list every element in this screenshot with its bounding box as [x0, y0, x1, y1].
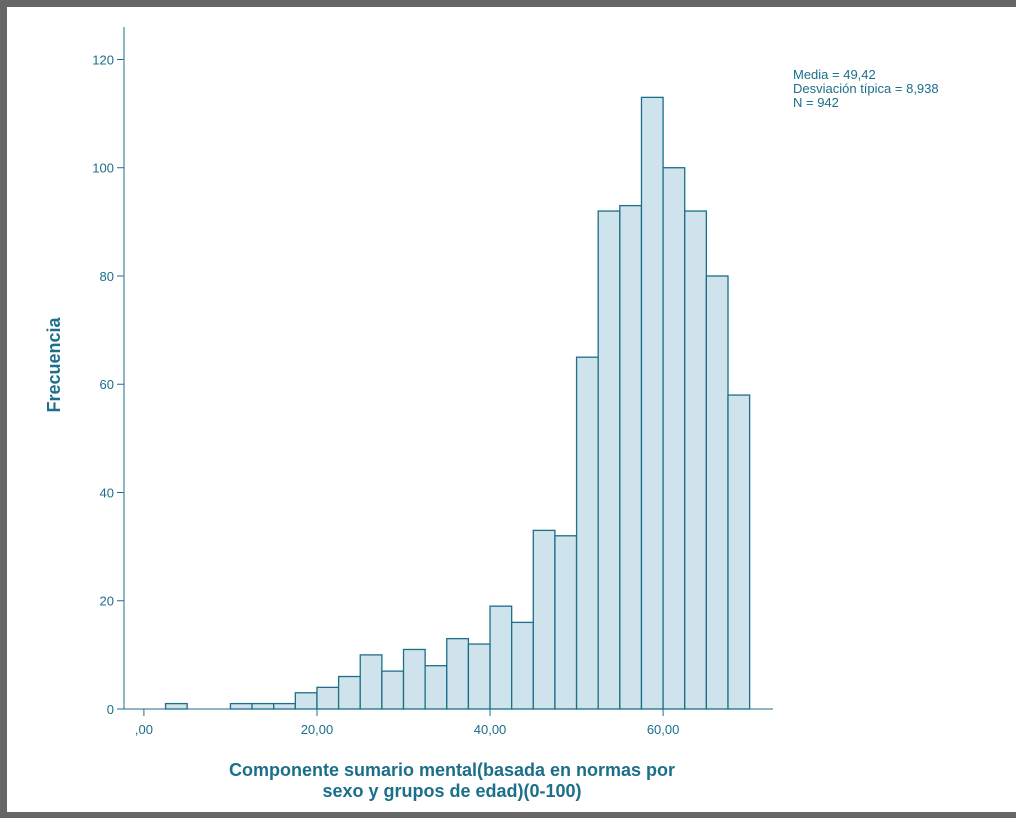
histogram-bar — [446, 637, 470, 710]
y-tick-label: 0 — [107, 702, 114, 717]
y-tick-label: 80 — [100, 269, 114, 284]
histogram-bar — [164, 702, 188, 710]
histogram-bar — [597, 210, 621, 710]
histogram-bar — [251, 702, 275, 710]
x-axis-label-line-2: sexo y grupos de edad)(0-100) — [322, 781, 581, 801]
histogram-bar — [424, 665, 448, 710]
histogram-bar — [640, 96, 664, 710]
x-tick-label: 20,00 — [301, 722, 334, 737]
axes-layer — [123, 27, 773, 710]
histogram-bar — [316, 686, 340, 710]
stats-mean: Media = 49,42 — [793, 67, 876, 82]
histogram-bar — [662, 167, 686, 710]
histogram-bar — [727, 394, 751, 710]
histogram-bar — [229, 702, 253, 710]
x-tick-label: 60,00 — [647, 722, 680, 737]
histogram-bar — [619, 204, 643, 710]
ticks-layer: 0 20 40 60 80 100 120 ,00 20,00 40,00 60,00 — [92, 52, 679, 737]
histogram-bar — [554, 535, 578, 710]
y-axis-label: Frecuencia — [44, 316, 64, 412]
y-tick-label: 20 — [100, 594, 114, 609]
x-tick-label: 40,00 — [474, 722, 507, 737]
histogram-bar — [381, 670, 405, 710]
stats-n: N = 942 — [793, 95, 839, 110]
y-tick-label: 120 — [92, 52, 114, 67]
x-axis-label-line-1: Componente sumario mental(basada en norm… — [229, 760, 675, 780]
histogram-bar — [705, 275, 729, 710]
histogram-bar — [294, 692, 318, 710]
bars-layer — [164, 96, 751, 710]
histogram-bar — [511, 621, 534, 710]
histogram-chart: 0 20 40 60 80 100 120 ,00 20,00 40,00 60,00 Frecue… — [44, 27, 939, 801]
histogram-bar — [467, 643, 491, 710]
histogram-bar — [337, 675, 361, 710]
x-tick-label: ,00 — [135, 722, 153, 737]
histogram-bar — [489, 605, 513, 710]
histogram-bar — [532, 529, 556, 710]
histogram-bar — [273, 702, 296, 710]
y-tick-label: 60 — [100, 377, 114, 392]
histogram-bar — [359, 654, 383, 710]
histogram-bar — [402, 648, 426, 710]
y-tick-label: 100 — [92, 161, 114, 176]
stats-std-dev: Desviación típica = 8,938 — [793, 81, 939, 96]
histogram-bar — [684, 210, 708, 710]
histogram-bar — [575, 356, 599, 710]
y-tick-label: 40 — [100, 485, 114, 500]
